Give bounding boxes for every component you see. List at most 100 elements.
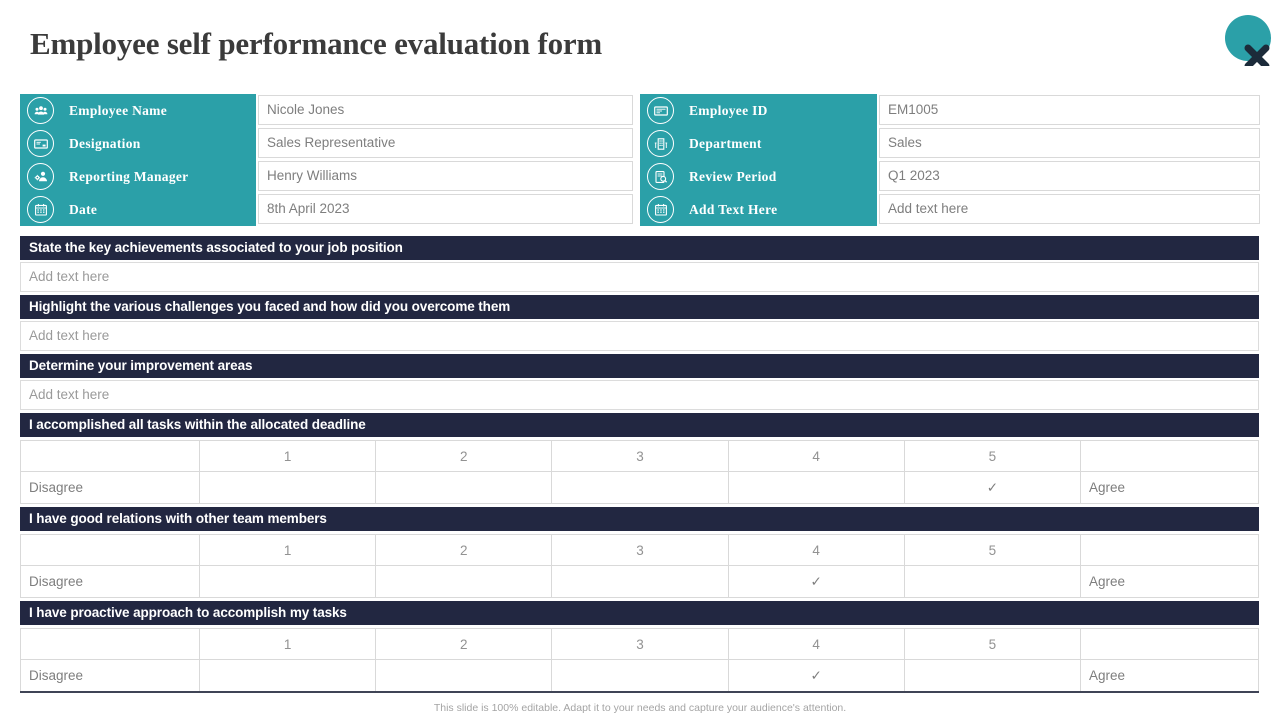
response-row: Disagree ✓ Agree xyxy=(20,659,1259,693)
scale-spacer xyxy=(1080,534,1259,566)
field-date: Date xyxy=(20,193,256,226)
field-label: Reporting Manager xyxy=(69,168,189,184)
scale-5: 5 xyxy=(903,440,1082,472)
scale-row: 1 2 3 4 5 xyxy=(20,628,1259,660)
rating-cell-4[interactable] xyxy=(727,471,905,504)
scale-1: 1 xyxy=(198,534,377,566)
clipboard-search-icon xyxy=(647,163,674,190)
rating-table: 1 2 3 4 5 Disagree ✓ Agree xyxy=(20,440,1259,504)
field-label: Add Text Here xyxy=(689,201,778,217)
field-label: Review Period xyxy=(689,168,777,184)
section-heading: Determine your improvement areas xyxy=(20,354,1259,378)
rating-cell-5[interactable]: ✓ xyxy=(903,471,1082,504)
add-text-value[interactable]: Add text here xyxy=(879,194,1260,224)
scale-2: 2 xyxy=(375,534,553,566)
section-achievements: State the key achievements associated to… xyxy=(20,236,1259,292)
rating-cell-5[interactable] xyxy=(903,659,1082,693)
designation-value[interactable]: Sales Representative xyxy=(258,128,633,158)
profile-left: Employee Name Designation xyxy=(20,94,633,226)
question-sections: State the key achievements associated to… xyxy=(20,236,1259,696)
rating-cell-3[interactable] xyxy=(551,565,729,598)
profile-left-values: Nicole Jones Sales Representative Henry … xyxy=(258,94,633,226)
scale-4: 4 xyxy=(727,628,905,660)
section-rating-deadline: I accomplished all tasks within the allo… xyxy=(20,413,1259,504)
rating-cell-3[interactable] xyxy=(551,471,729,504)
agree-label: Agree xyxy=(1080,659,1259,693)
section-improvement: Determine your improvement areas Add tex… xyxy=(20,354,1259,410)
scale-3: 3 xyxy=(551,440,729,472)
scale-1: 1 xyxy=(198,440,377,472)
field-employee-id: Employee ID xyxy=(640,94,877,127)
scale-spacer xyxy=(20,440,200,472)
rating-cell-1[interactable] xyxy=(198,659,377,693)
profile-right-labels: Employee ID xyxy=(640,94,877,226)
field-label: Employee Name xyxy=(69,102,168,118)
section-heading: Highlight the various challenges you fac… xyxy=(20,295,1259,319)
rating-cell-1[interactable] xyxy=(198,565,377,598)
section-heading: I accomplished all tasks within the allo… xyxy=(20,413,1259,437)
section-heading: State the key achievements associated to… xyxy=(20,236,1259,260)
id-card-icon xyxy=(27,130,54,157)
achievements-input[interactable]: Add text here xyxy=(20,262,1259,292)
profile-left-labels: Employee Name Designation xyxy=(20,94,256,226)
reporting-manager-value[interactable]: Henry Williams xyxy=(258,161,633,191)
disagree-label: Disagree xyxy=(20,565,200,598)
rating-cell-4[interactable]: ✓ xyxy=(727,565,905,598)
scale-3: 3 xyxy=(551,628,729,660)
field-reporting-manager: Reporting Manager xyxy=(20,160,256,193)
rating-cell-2[interactable] xyxy=(375,565,553,598)
scale-4: 4 xyxy=(727,440,905,472)
calendar-icon xyxy=(27,196,54,223)
scale-spacer xyxy=(20,534,200,566)
rating-cell-5[interactable] xyxy=(903,565,1082,598)
scale-4: 4 xyxy=(727,534,905,566)
section-rating-relations: I have good relations with other team me… xyxy=(20,507,1259,598)
section-heading: I have good relations with other team me… xyxy=(20,507,1259,531)
field-designation: Designation xyxy=(20,127,256,160)
scale-1: 1 xyxy=(198,628,377,660)
challenges-input[interactable]: Add text here xyxy=(20,321,1259,351)
scale-2: 2 xyxy=(375,628,553,660)
employee-id-value[interactable]: EM1005 xyxy=(879,95,1260,125)
close-button[interactable] xyxy=(1224,12,1276,70)
scale-row: 1 2 3 4 5 xyxy=(20,440,1259,472)
field-review-period: Review Period xyxy=(640,160,877,193)
employee-name-value[interactable]: Nicole Jones xyxy=(258,95,633,125)
section-rating-proactive: I have proactive approach to accomplish … xyxy=(20,601,1259,693)
footer-note: This slide is 100% editable. Adapt it to… xyxy=(433,702,847,714)
date-value[interactable]: 8th April 2023 xyxy=(258,194,633,224)
scale-5: 5 xyxy=(903,628,1082,660)
scale-row: 1 2 3 4 5 xyxy=(20,534,1259,566)
field-add-text: Add Text Here xyxy=(640,193,877,226)
people-group-icon xyxy=(27,97,54,124)
scale-5: 5 xyxy=(903,534,1082,566)
rating-table: 1 2 3 4 5 Disagree ✓ Agree xyxy=(20,534,1259,598)
rating-cell-2[interactable] xyxy=(375,471,553,504)
field-label: Designation xyxy=(69,135,141,151)
profile-right-values: EM1005 Sales Q1 2023 Add text here xyxy=(879,94,1260,226)
rating-cell-2[interactable] xyxy=(375,659,553,693)
field-label: Date xyxy=(69,201,98,217)
section-heading: I have proactive approach to accomplish … xyxy=(20,601,1259,625)
page-title: Employee self performance evaluation for… xyxy=(30,26,603,61)
scale-spacer xyxy=(1080,628,1259,660)
response-row: Disagree ✓ Agree xyxy=(20,471,1259,504)
manager-gear-icon xyxy=(27,163,54,190)
agree-label: Agree xyxy=(1080,565,1259,598)
rating-cell-3[interactable] xyxy=(551,659,729,693)
calendar-grid-icon xyxy=(647,196,674,223)
scale-spacer xyxy=(20,628,200,660)
department-value[interactable]: Sales xyxy=(879,128,1260,158)
section-challenges: Highlight the various challenges you fac… xyxy=(20,295,1259,351)
close-icon xyxy=(1225,15,1271,70)
rating-table: 1 2 3 4 5 Disagree ✓ Agree xyxy=(20,628,1259,693)
field-label: Department xyxy=(689,135,762,151)
review-period-value[interactable]: Q1 2023 xyxy=(879,161,1260,191)
rating-cell-1[interactable] xyxy=(198,471,377,504)
field-employee-name: Employee Name xyxy=(20,94,256,127)
rating-cell-4[interactable]: ✓ xyxy=(727,659,905,693)
badge-card-icon xyxy=(647,97,674,124)
improvement-input[interactable]: Add text here xyxy=(20,380,1259,410)
field-department: Department xyxy=(640,127,877,160)
